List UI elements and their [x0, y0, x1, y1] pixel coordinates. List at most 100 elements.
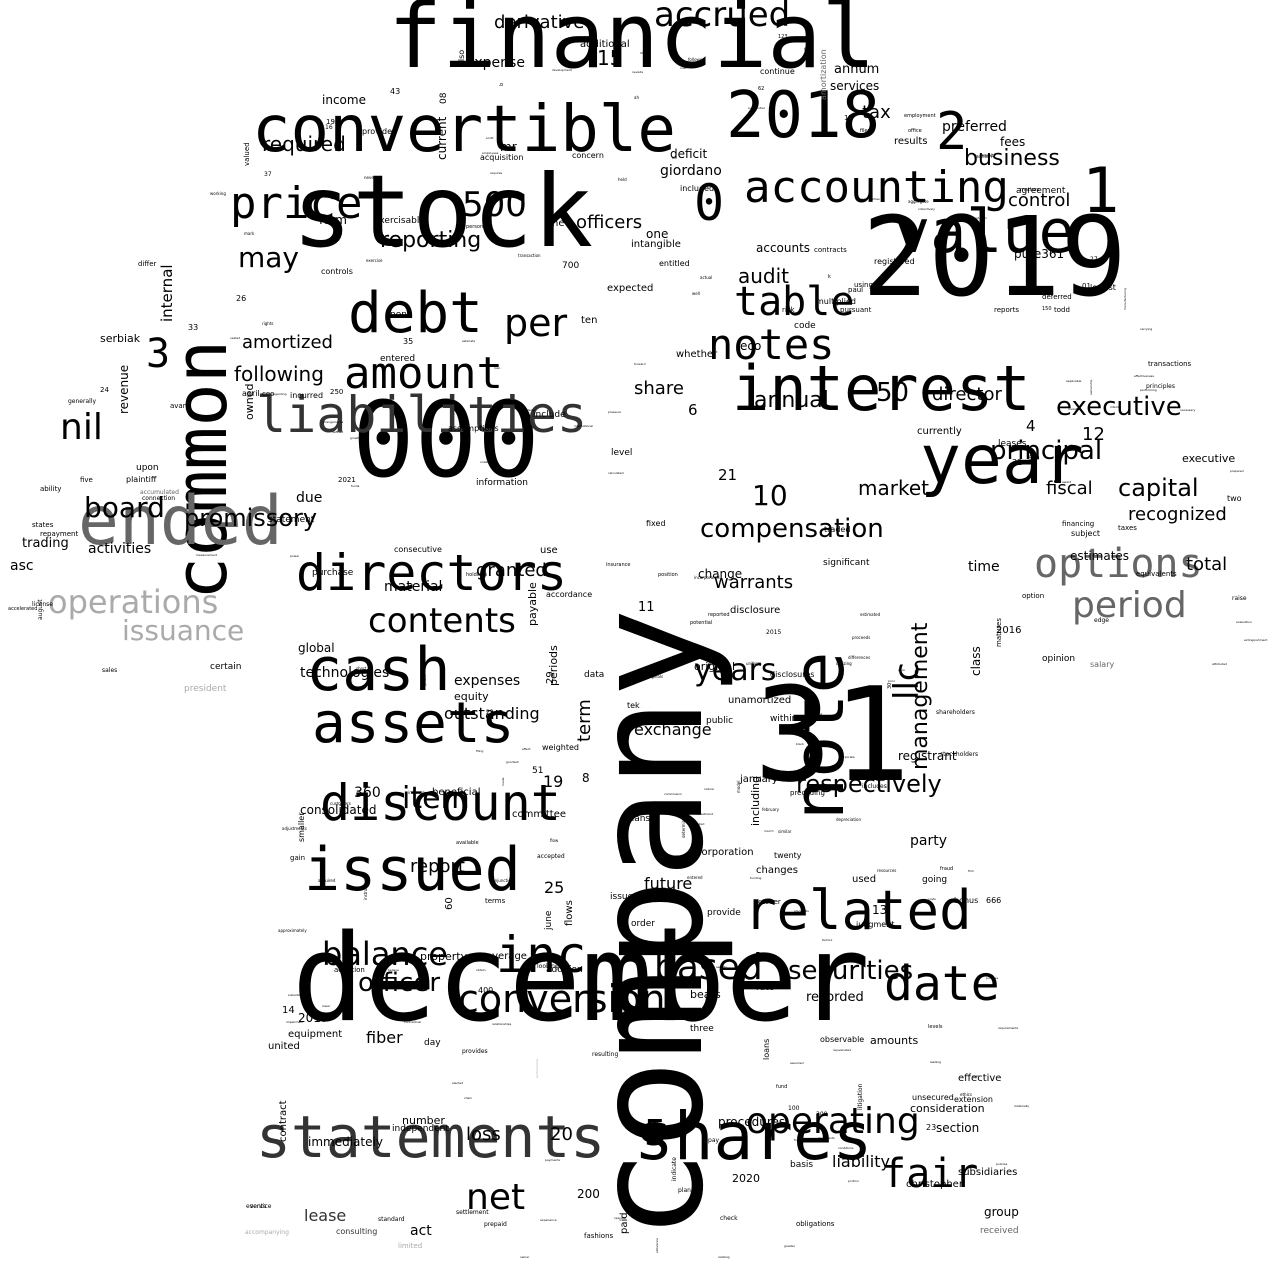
cloud-word: prior [888, 679, 896, 683]
cloud-word: pure361 [1014, 247, 1065, 261]
cloud-word: accounts [756, 241, 811, 255]
cloud-word: vested [230, 336, 241, 340]
cloud-word: 15 [597, 46, 623, 70]
cloud-word: risk [782, 306, 795, 314]
cloud-word: defined [332, 430, 344, 434]
cloud-word: march [764, 829, 774, 833]
cloud-word: working [210, 191, 226, 196]
cloud-word: edge [1094, 617, 1109, 624]
cloud-word: growth [350, 436, 361, 440]
cloud-word: number [402, 1114, 445, 1127]
cloud-word: form [319, 213, 347, 227]
cloud-word: payable [526, 582, 539, 626]
cloud-word: fiber [366, 1028, 403, 1047]
cloud-word: accepted [537, 853, 565, 860]
cloud-word: director [932, 384, 1002, 405]
cloud-word: fair [882, 1151, 979, 1197]
cloud-word: going [922, 875, 948, 885]
cloud-word: contracts [814, 246, 847, 254]
cloud-word: 123 [778, 34, 788, 40]
cloud-word: option [1022, 592, 1045, 600]
cloud-word: services [830, 79, 880, 93]
cloud-word: principal [990, 436, 1103, 466]
cloud-word: estimated [860, 612, 881, 617]
cloud-word: effectiveness [1134, 374, 1154, 378]
cloud-word: officer [358, 968, 441, 998]
cloud-word: 51 [532, 766, 544, 776]
cloud-word: calculated [608, 471, 624, 475]
cloud-word: federal [524, 408, 535, 412]
cloud-word: relating [718, 1255, 730, 1259]
cloud-word: utilizing [836, 661, 852, 666]
cloud-word: 31 [754, 659, 911, 811]
cloud-word: avani [170, 402, 190, 410]
cloud-word: reporting [380, 228, 482, 253]
cloud-word: notes [708, 320, 835, 369]
cloud-word: 23 [926, 1123, 937, 1132]
cloud-word: income [322, 93, 366, 107]
cloud-word: controls [321, 267, 353, 276]
cloud-word: 6 [688, 401, 698, 419]
cloud-word: equity [454, 690, 489, 703]
cloud-word: 30 [887, 682, 893, 689]
cloud-word: payments [545, 1158, 560, 1162]
cloud-word: never [364, 175, 376, 180]
cloud-word: plan [678, 1187, 691, 1194]
cloud-word: general [423, 674, 427, 686]
cloud-word: one [646, 227, 669, 241]
cloud-word: year [920, 421, 1084, 500]
cloud-word: rate [756, 983, 775, 993]
cloud-word: ten [581, 315, 598, 326]
cloud-word: firm [968, 869, 974, 873]
cloud-word: included [680, 184, 715, 193]
cloud-word: amortization [819, 49, 828, 100]
cloud-word: unable [480, 460, 491, 464]
cloud-word: procedures [718, 1115, 786, 1129]
cloud-word: corporate [840, 755, 855, 759]
cloud-word: paul [848, 286, 864, 294]
cloud-word: 14 [282, 1005, 295, 1016]
cloud-word: assumed [790, 1061, 804, 1065]
cloud-word: table [734, 279, 855, 325]
cloud-word: chain [464, 1096, 473, 1100]
cloud-word: transactions [1148, 360, 1192, 368]
cloud-word: intangible [631, 239, 681, 250]
cloud-word: executive [1056, 392, 1182, 422]
cloud-word: effect [522, 747, 531, 751]
cloud-word: inc [496, 926, 587, 984]
cloud-word: 24 [100, 386, 109, 394]
cloud-word: 08 [439, 92, 449, 104]
cloud-word: 37 [264, 171, 272, 178]
cloud-word: expenses [454, 673, 521, 689]
cloud-word: contractual [404, 1020, 422, 1024]
cloud-word: purchase [312, 568, 354, 578]
cloud-word: including [749, 775, 762, 826]
cloud-word: february [762, 807, 780, 812]
cloud-word: party [910, 833, 947, 849]
cloud-word: acquired [318, 878, 336, 883]
cloud-word: ownership [1089, 379, 1093, 395]
cloud-word: public [706, 716, 734, 726]
cloud-word: accompanying [245, 1229, 289, 1236]
cloud-word: code [794, 321, 816, 331]
cloud-word: order [631, 919, 655, 929]
cloud-word: carrying [1140, 327, 1153, 331]
cloud-word: disclosure [730, 605, 781, 616]
cloud-word: 19 [543, 772, 564, 791]
cloud-word: effective [958, 1073, 1002, 1084]
cloud-word: lease [304, 1206, 347, 1225]
cloud-word: christopher [906, 1179, 963, 1190]
cloud-word: deferred [1042, 293, 1072, 301]
cloud-word: twenty [774, 851, 802, 860]
cloud-word: april [242, 389, 260, 398]
cloud-word: nevada [632, 70, 644, 74]
cloud-word: leading [930, 1060, 942, 1064]
cloud-word: include [533, 410, 566, 420]
cloud-word: accounting [744, 162, 1009, 213]
cloud-word: result [982, 153, 994, 158]
cloud-word: entitled [659, 259, 690, 268]
cloud-word: financial [388, 0, 876, 89]
cloud-word: shares [634, 1098, 873, 1175]
cloud-word: nil [60, 407, 103, 448]
cloud-word: following [234, 362, 324, 386]
